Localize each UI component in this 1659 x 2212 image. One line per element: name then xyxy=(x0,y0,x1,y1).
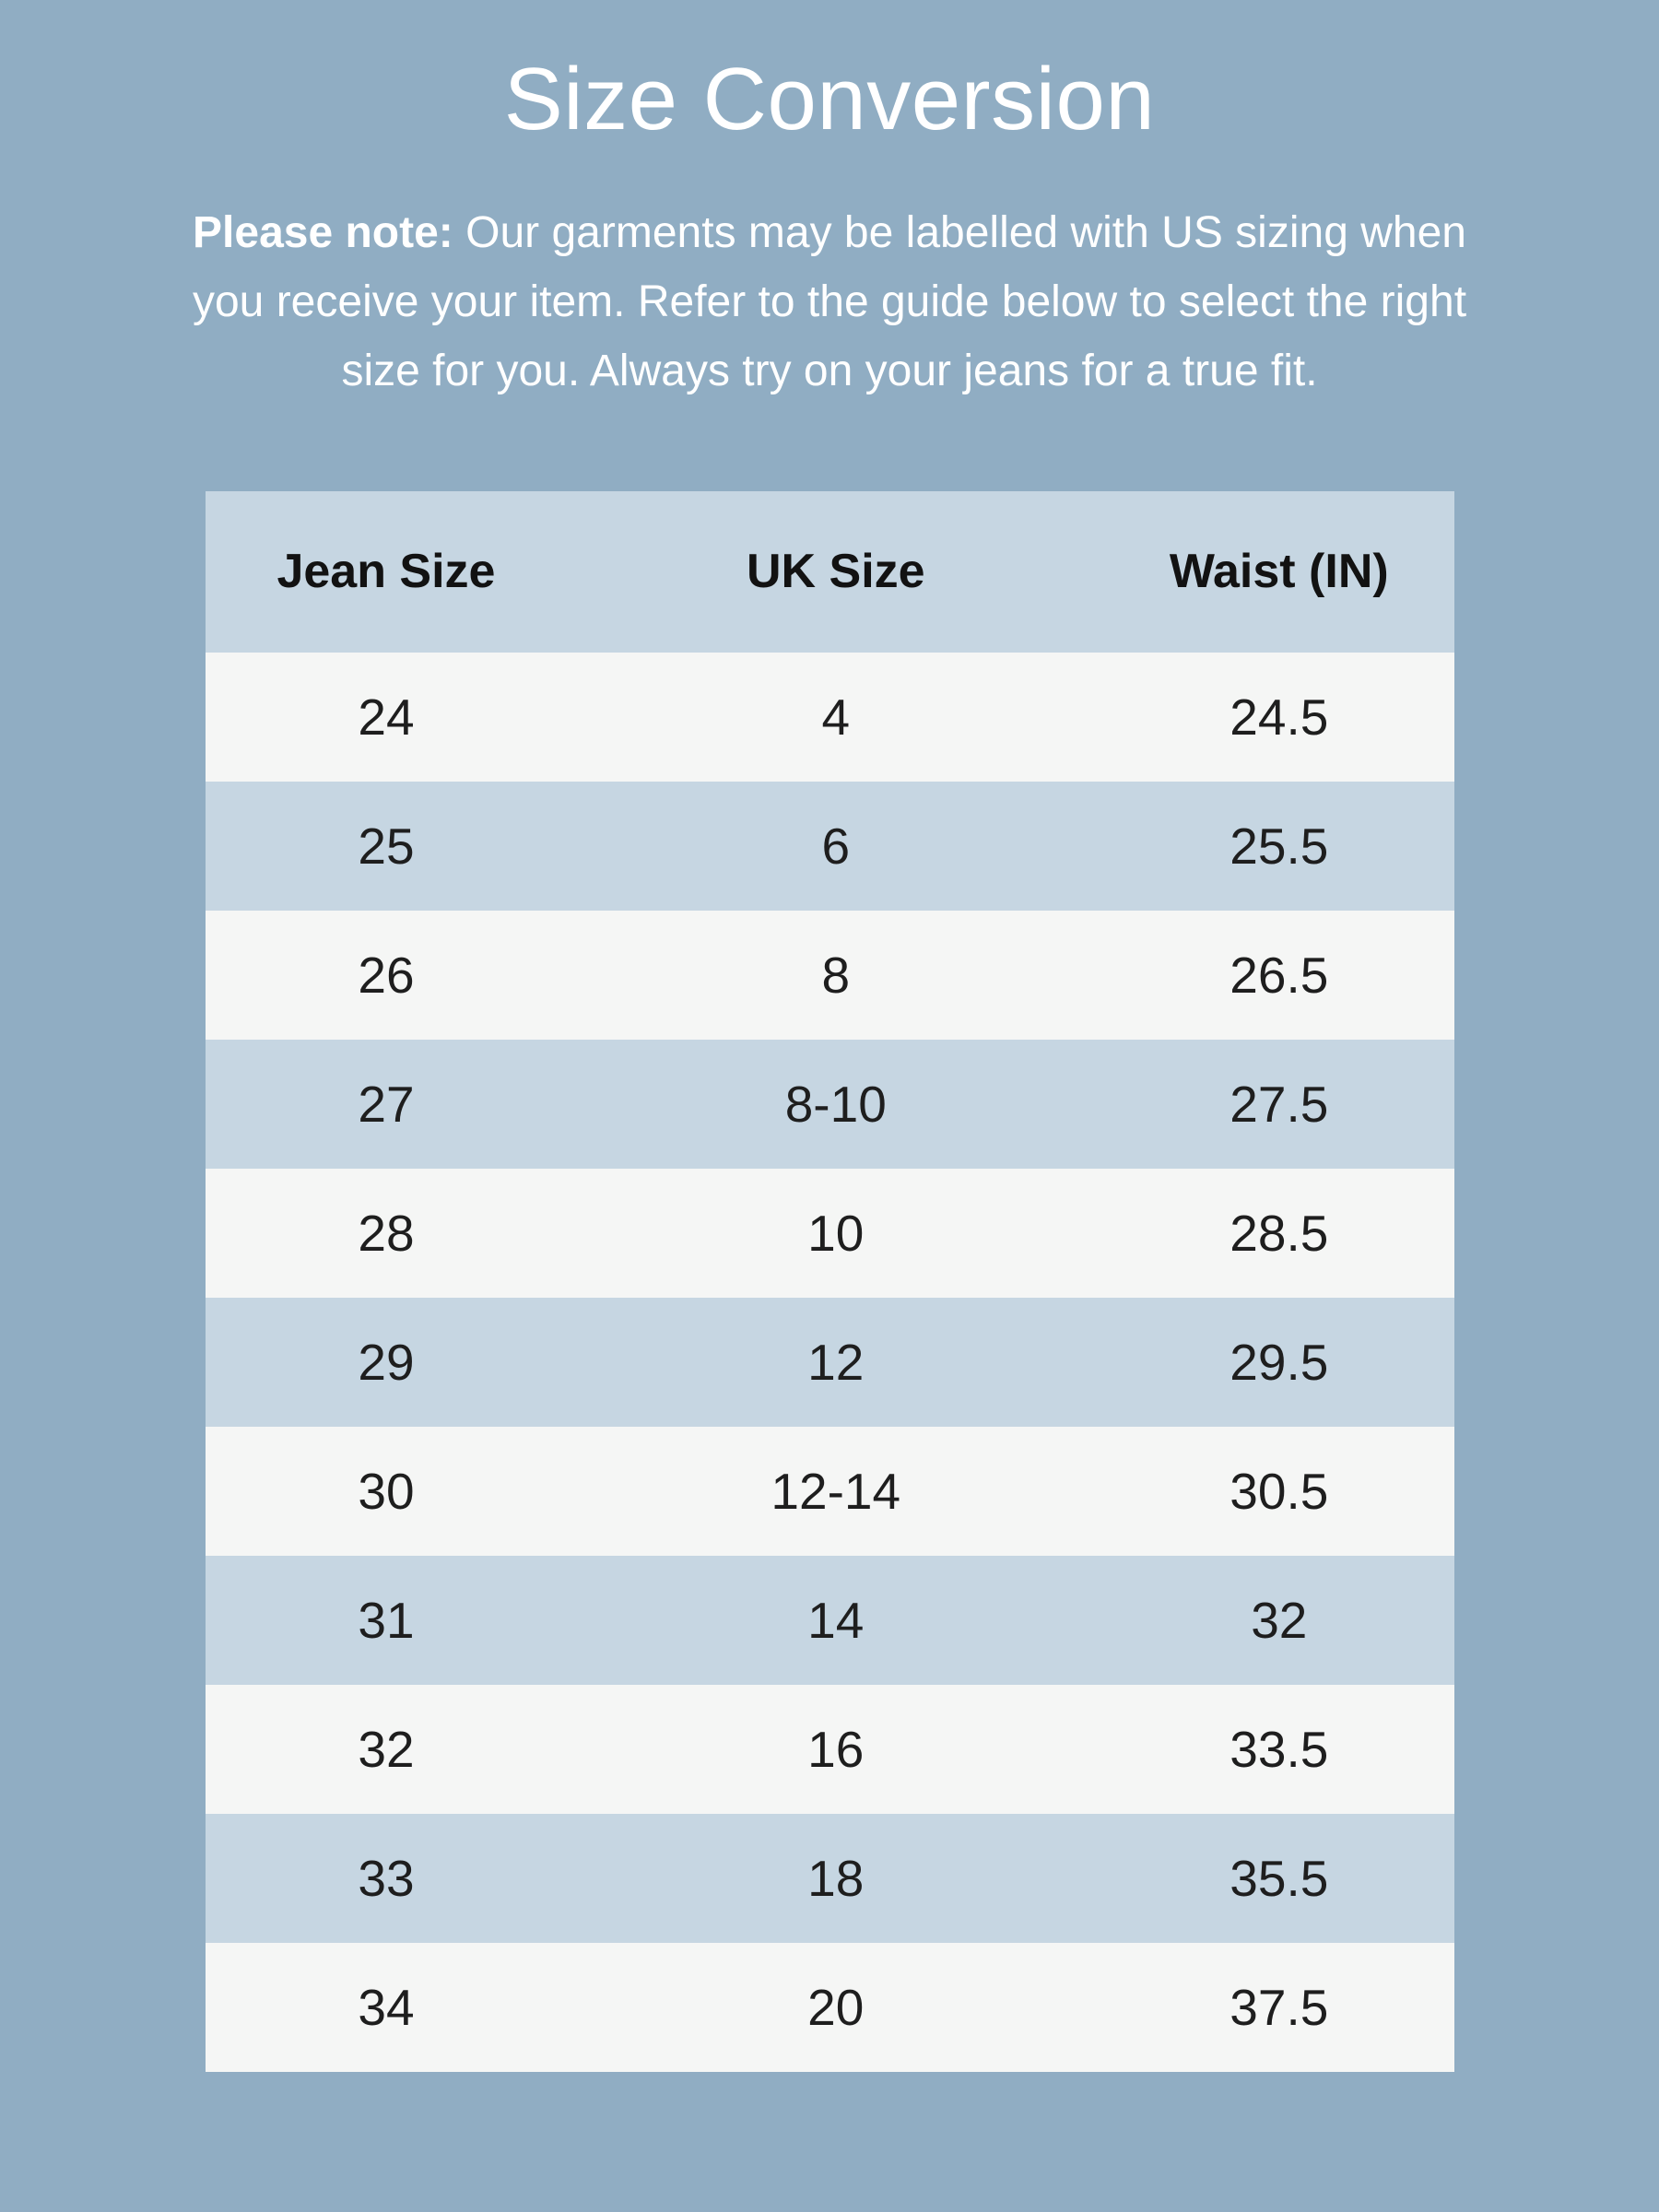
note-emphasis: Please note: xyxy=(193,207,453,257)
table-row: 33 18 35.5 xyxy=(205,1813,1454,1943)
col-header-waist-in: Waist (IN) xyxy=(1104,490,1454,653)
table-header-row: Jean Size UK Size Waist (IN) xyxy=(205,490,1454,653)
note-line-1: Please note: Our garments may be labelle… xyxy=(83,198,1576,267)
table-header: Jean Size UK Size Waist (IN) xyxy=(205,490,1454,653)
table-cell: 14 xyxy=(567,1555,1105,1685)
page-title: Size Conversion xyxy=(503,50,1156,148)
table-row: 29 12 29.5 xyxy=(205,1297,1454,1427)
table-cell: 29 xyxy=(205,1297,568,1427)
table-cell: 32 xyxy=(1104,1555,1454,1685)
table-cell: 34 xyxy=(205,1942,568,2072)
table-row: 34 20 37.5 xyxy=(205,1942,1454,2072)
table-cell: 31 xyxy=(205,1555,568,1685)
table-cell: 27.5 xyxy=(1104,1039,1454,1169)
table-row: 25 6 25.5 xyxy=(205,781,1454,911)
table-cell: 26 xyxy=(205,910,568,1040)
note-line-2: you receive your item. Refer to the guid… xyxy=(192,276,1467,326)
table-cell: 28.5 xyxy=(1104,1168,1454,1298)
col-header-uk-size: UK Size xyxy=(567,490,1105,653)
table-cell: 29.5 xyxy=(1104,1297,1454,1427)
table-cell: 16 xyxy=(567,1684,1105,1814)
size-note: Please note: Our garments may be labelle… xyxy=(83,198,1576,406)
table-cell: 32 xyxy=(205,1684,568,1814)
table-cell: 25.5 xyxy=(1104,781,1454,911)
table-row: 27 8-10 27.5 xyxy=(205,1039,1454,1169)
table-cell: 12 xyxy=(567,1297,1105,1427)
table-cell: 8-10 xyxy=(567,1039,1105,1169)
table-cell: 24 xyxy=(205,652,568,782)
table-cell: 35.5 xyxy=(1104,1813,1454,1943)
table-cell: 20 xyxy=(567,1942,1105,2072)
table-row: 28 10 28.5 xyxy=(205,1168,1454,1298)
table-row: 30 12-14 30.5 xyxy=(205,1426,1454,1556)
note-line-3: size for you. Always try on your jeans f… xyxy=(341,346,1318,395)
table-cell: 30.5 xyxy=(1104,1426,1454,1556)
table-row: 32 16 33.5 xyxy=(205,1684,1454,1814)
table-cell: 27 xyxy=(205,1039,568,1169)
col-header-jean-size: Jean Size xyxy=(205,490,568,653)
table-cell: 30 xyxy=(205,1426,568,1556)
table-cell: 10 xyxy=(567,1168,1105,1298)
table-cell: 37.5 xyxy=(1104,1942,1454,2072)
table-body: 24 4 24.5 25 6 25.5 26 8 26.5 27 8-10 27.5 28 10 28.5 2… xyxy=(205,652,1454,2072)
table-row: 24 4 24.5 xyxy=(205,652,1454,782)
table-cell: 18 xyxy=(567,1813,1105,1943)
table-cell: 24.5 xyxy=(1104,652,1454,782)
table-row: 31 14 32 xyxy=(205,1555,1454,1685)
table-cell: 8 xyxy=(567,910,1105,1040)
note-line-1-text: Our garments may be labelled with US siz… xyxy=(453,207,1466,257)
table-cell: 12-14 xyxy=(567,1426,1105,1556)
table-cell: 25 xyxy=(205,781,568,911)
table-cell: 33.5 xyxy=(1104,1684,1454,1814)
size-conversion-table: Jean Size UK Size Waist (IN) 24 4 24.5 25 6 2… xyxy=(205,490,1454,2072)
table-cell: 4 xyxy=(567,652,1105,782)
table-cell: 6 xyxy=(567,781,1105,911)
table-cell: 28 xyxy=(205,1168,568,1298)
table-cell: 33 xyxy=(205,1813,568,1943)
table-cell: 26.5 xyxy=(1104,910,1454,1040)
table-row: 26 8 26.5 xyxy=(205,910,1454,1040)
